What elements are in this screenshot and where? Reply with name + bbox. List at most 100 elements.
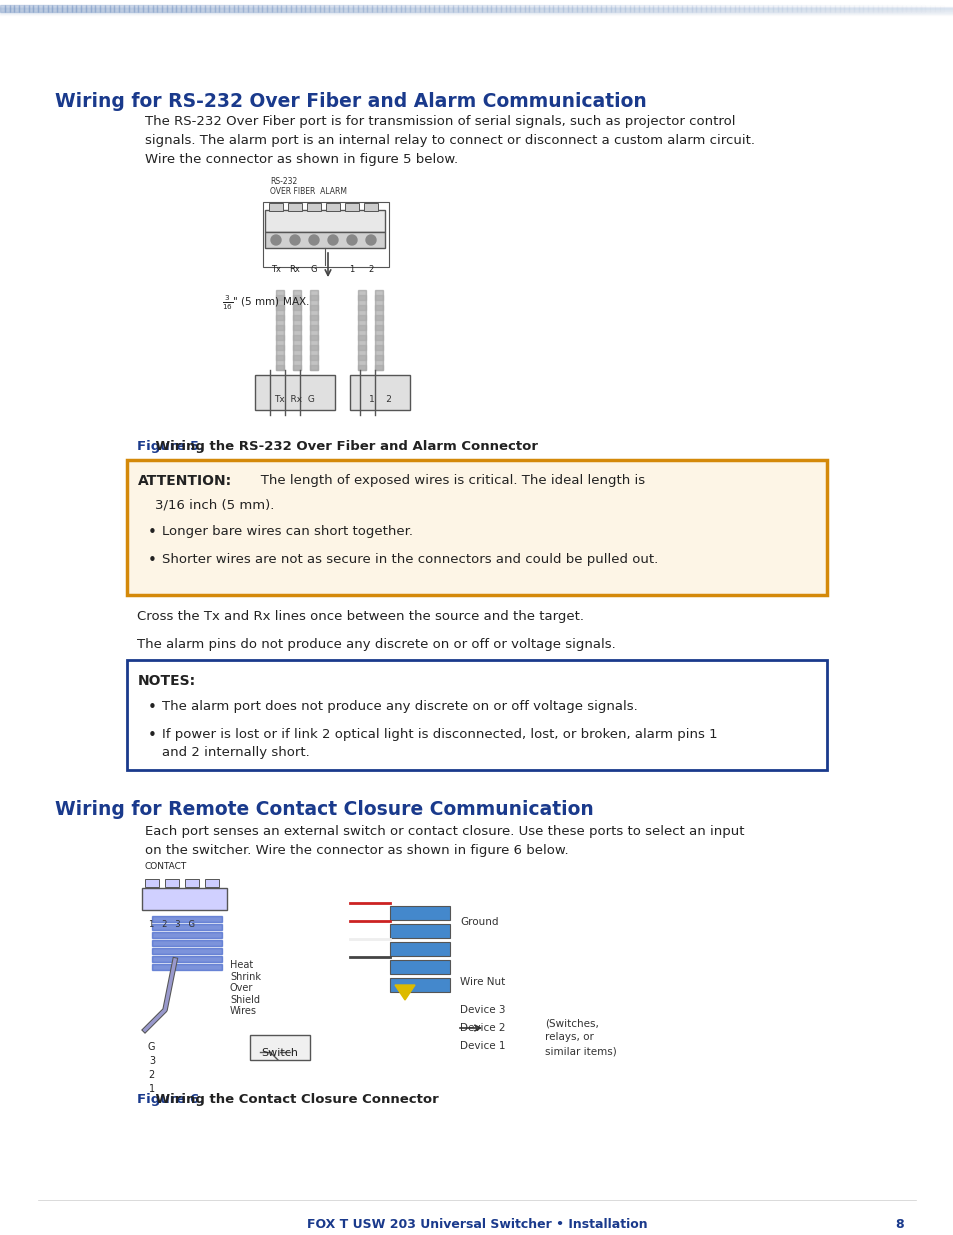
Bar xyxy=(375,295,382,300)
Text: Device 2: Device 2 xyxy=(459,1023,505,1032)
Bar xyxy=(33,5,38,12)
Bar xyxy=(314,5,319,12)
Text: 1    2: 1 2 xyxy=(368,395,391,404)
Bar xyxy=(276,5,281,12)
Bar xyxy=(943,5,948,12)
Bar xyxy=(801,5,805,12)
Bar xyxy=(648,5,653,12)
Text: Device 3: Device 3 xyxy=(459,1005,505,1015)
Text: G: G xyxy=(148,1042,154,1052)
Bar xyxy=(286,5,291,12)
Bar xyxy=(862,5,867,12)
Bar xyxy=(57,5,62,12)
Polygon shape xyxy=(395,986,415,1000)
Text: Cross the Tx and Rx lines once between the source and the target.: Cross the Tx and Rx lines once between t… xyxy=(137,610,583,622)
Bar xyxy=(519,5,524,12)
Bar xyxy=(275,366,284,370)
Bar xyxy=(275,325,284,330)
Bar xyxy=(172,5,176,12)
Bar xyxy=(375,305,382,310)
Bar xyxy=(643,5,648,12)
Text: Wiring the RS-232 Over Fiber and Alarm Connector: Wiring the RS-232 Over Fiber and Alarm C… xyxy=(137,440,537,453)
Bar xyxy=(152,948,222,953)
Bar xyxy=(810,5,815,12)
Text: Figure 6.: Figure 6. xyxy=(137,1093,204,1107)
Bar xyxy=(375,345,382,350)
Bar xyxy=(310,315,317,320)
Bar xyxy=(434,5,438,12)
Bar xyxy=(219,5,224,12)
Bar xyxy=(105,5,110,12)
Text: Wiring for RS-232 Over Fiber and Alarm Communication: Wiring for RS-232 Over Fiber and Alarm C… xyxy=(55,91,646,111)
Text: •: • xyxy=(148,525,156,540)
FancyBboxPatch shape xyxy=(127,459,826,595)
Text: Wiring for Remote Contact Closure Communication: Wiring for Remote Contact Closure Commun… xyxy=(55,800,593,819)
Bar xyxy=(715,5,720,12)
Bar xyxy=(91,5,95,12)
Bar xyxy=(500,5,505,12)
Bar xyxy=(505,5,510,12)
Text: The RS-232 Over Fiber port is for transmission of serial signals, such as projec: The RS-232 Over Fiber port is for transm… xyxy=(145,115,754,165)
Bar xyxy=(624,5,629,12)
Text: 1: 1 xyxy=(149,1084,154,1094)
Text: $\frac{3}{16}$" (5 mm) MAX.: $\frac{3}{16}$" (5 mm) MAX. xyxy=(222,294,309,312)
Bar xyxy=(653,5,658,12)
Bar xyxy=(67,5,71,12)
Text: CONTACT: CONTACT xyxy=(145,862,187,871)
Bar xyxy=(124,5,129,12)
Text: 3: 3 xyxy=(149,1056,154,1066)
Text: If power is lost or if link 2 optical light is disconnected, lost, or broken, al: If power is lost or if link 2 optical li… xyxy=(162,727,717,760)
Bar xyxy=(948,5,953,12)
Bar xyxy=(10,5,14,12)
Bar xyxy=(896,5,901,12)
Bar xyxy=(281,5,286,12)
Bar xyxy=(915,5,920,12)
Bar xyxy=(391,5,395,12)
Bar xyxy=(357,325,366,330)
Bar xyxy=(905,5,910,12)
Text: Heat
Shrink
Over
Shield
Wires: Heat Shrink Over Shield Wires xyxy=(230,960,261,1016)
Text: The alarm pins do not produce any discrete on or off or voltage signals.: The alarm pins do not produce any discre… xyxy=(137,638,615,651)
Bar xyxy=(357,366,366,370)
Text: 1   2   3   G: 1 2 3 G xyxy=(149,920,194,929)
Bar xyxy=(343,5,348,12)
Text: 2: 2 xyxy=(149,1070,154,1079)
Bar xyxy=(872,5,877,12)
Bar xyxy=(310,295,317,300)
Bar xyxy=(486,5,491,12)
Bar xyxy=(152,965,222,969)
Bar xyxy=(481,5,486,12)
Bar xyxy=(272,5,276,12)
Bar xyxy=(457,5,462,12)
Bar xyxy=(696,5,700,12)
Bar xyxy=(886,5,891,12)
Bar xyxy=(357,335,366,340)
Bar xyxy=(214,5,219,12)
Bar xyxy=(400,5,405,12)
Text: Wire Nut: Wire Nut xyxy=(459,977,505,987)
Bar xyxy=(662,5,667,12)
Bar xyxy=(815,5,820,12)
Bar xyxy=(300,5,305,12)
Bar xyxy=(357,305,366,310)
Bar xyxy=(924,5,929,12)
Bar xyxy=(772,5,777,12)
Bar xyxy=(167,5,172,12)
Bar xyxy=(386,5,391,12)
Bar xyxy=(48,5,52,12)
Bar xyxy=(288,203,302,211)
Bar xyxy=(200,5,205,12)
Bar xyxy=(334,5,338,12)
Text: 2: 2 xyxy=(368,266,374,274)
Bar xyxy=(185,879,199,887)
Bar xyxy=(205,879,219,887)
Bar xyxy=(853,5,858,12)
Text: Ground: Ground xyxy=(459,918,498,927)
Bar xyxy=(224,5,229,12)
Text: The length of exposed wires is critical. The ideal length is: The length of exposed wires is critical.… xyxy=(248,474,644,487)
Bar xyxy=(186,5,191,12)
Bar xyxy=(375,315,382,320)
Bar xyxy=(114,5,119,12)
Bar xyxy=(882,5,886,12)
Bar xyxy=(375,354,382,359)
